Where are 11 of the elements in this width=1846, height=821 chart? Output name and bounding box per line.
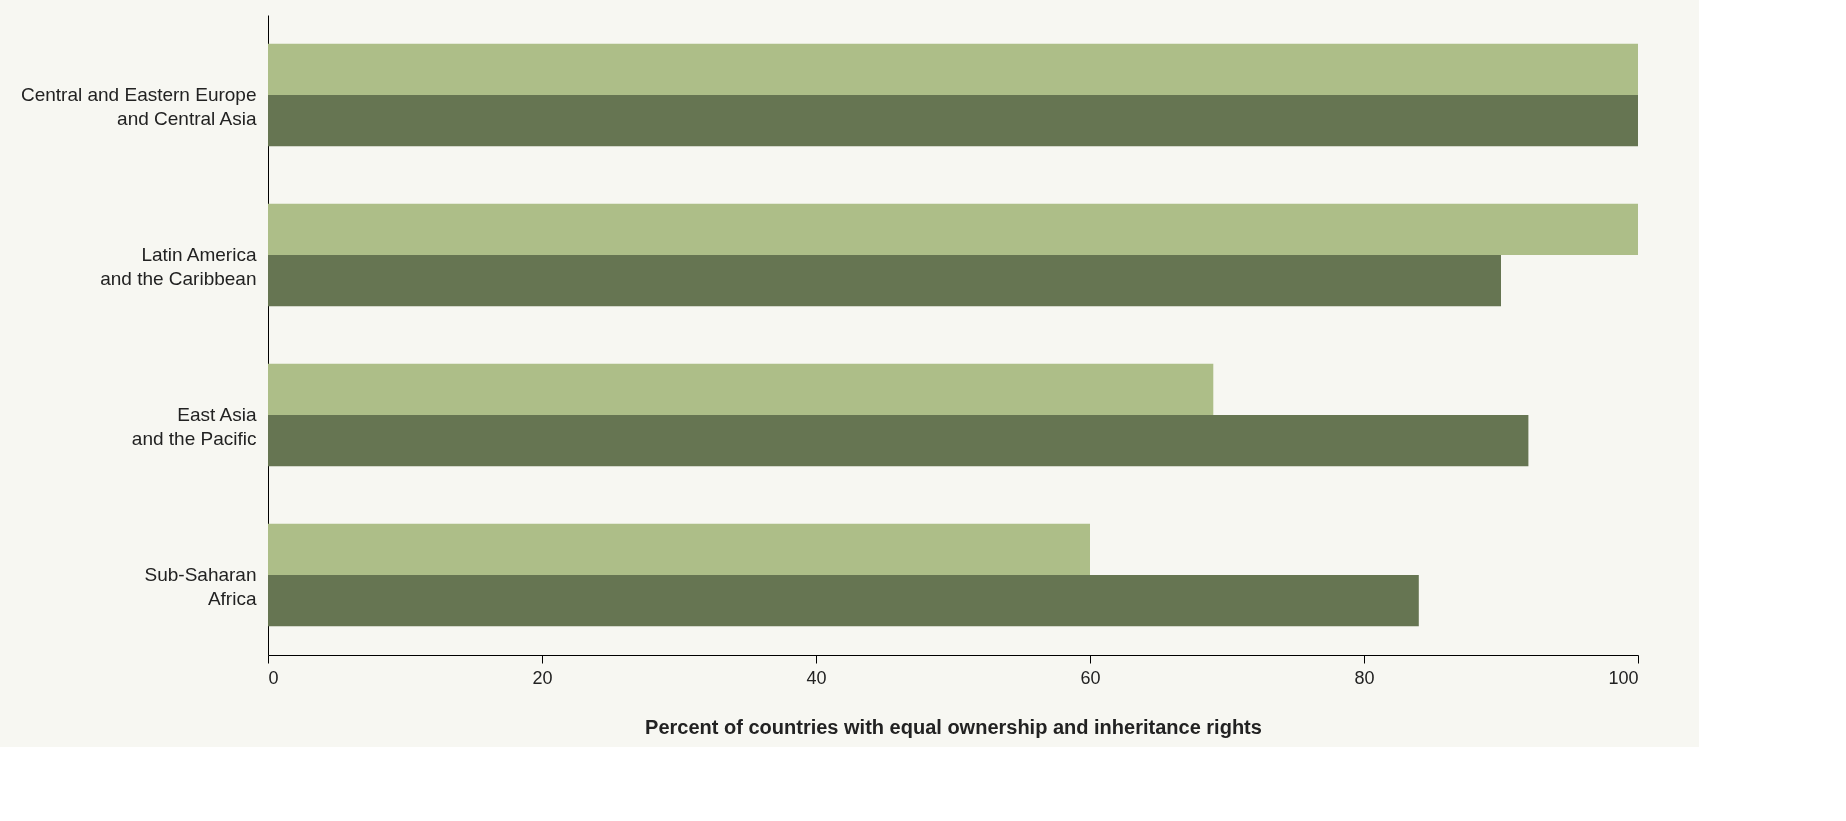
x-tick-label: 60 [1080,667,1101,688]
x-tick-label: 20 [532,667,553,688]
x-axis-title: Percent of countries with equal ownership and inheritance rights [645,715,1262,738]
y-tick-label: Central and Eastern Europe and Central Asia [20,84,257,129]
y-tick-label: Sub-Saharan Africa [144,564,257,609]
x-tick-label: 100 [1608,667,1639,688]
x-tick-label: 80 [1354,667,1375,688]
y-tick-label: East Asia and the Pacific [131,404,257,449]
x-tick-label: 40 [806,667,827,688]
y-tick-label: Latin America and the Caribbean [100,244,257,289]
x-tick-label: 0 [268,667,279,688]
